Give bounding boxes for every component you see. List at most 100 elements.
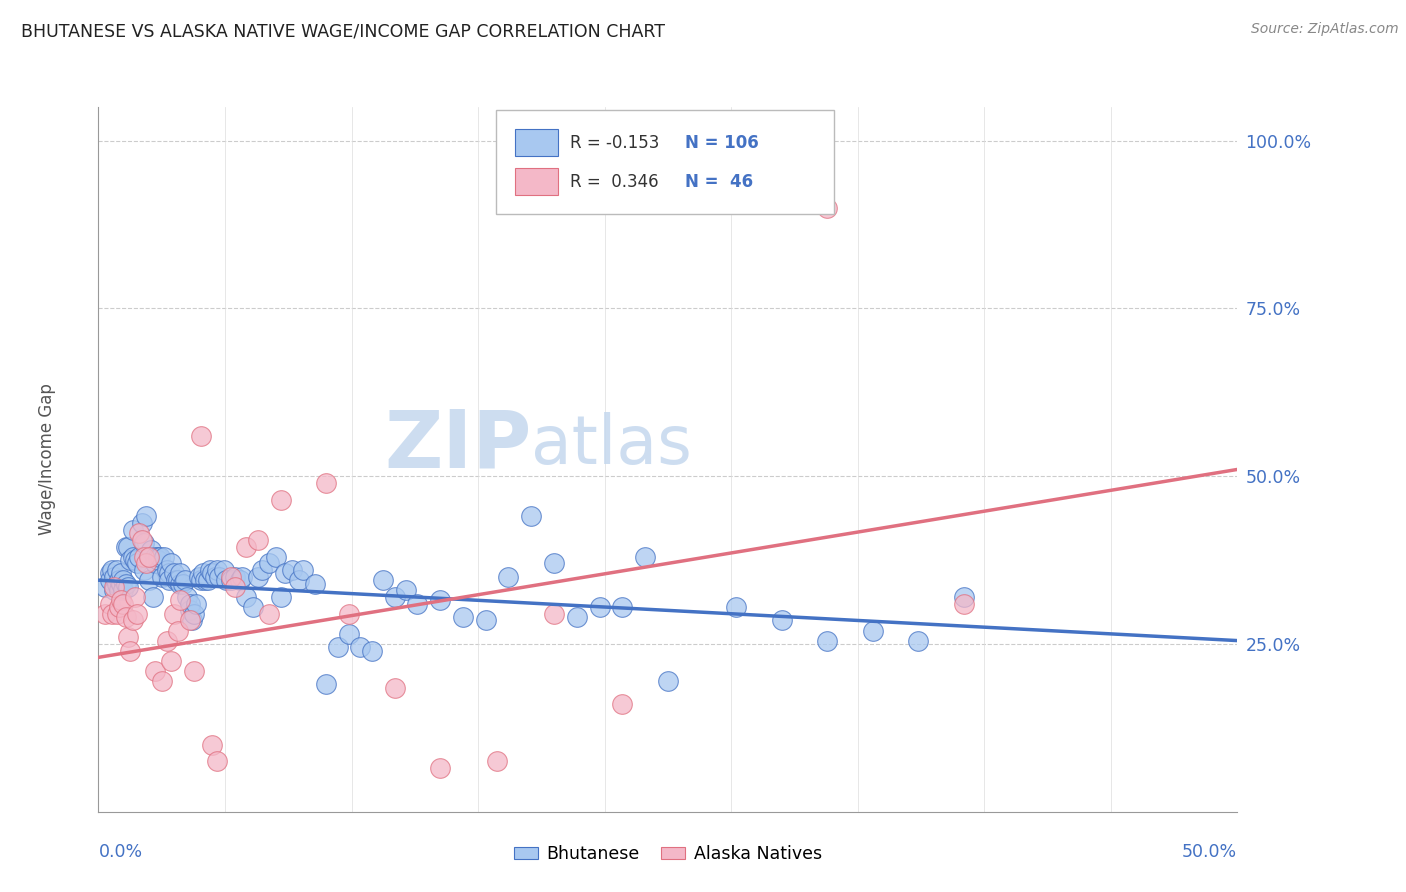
Point <box>190 429 212 443</box>
Text: Wage/Income Gap: Wage/Income Gap <box>38 384 56 535</box>
Point <box>121 614 143 628</box>
Point <box>160 557 183 571</box>
Point <box>190 573 212 587</box>
Point <box>149 549 172 564</box>
Point <box>219 570 242 584</box>
Point <box>270 590 292 604</box>
Point <box>157 566 180 581</box>
Point <box>451 610 474 624</box>
Point <box>110 576 132 591</box>
Point <box>114 610 136 624</box>
Point <box>142 590 165 604</box>
Point <box>520 509 543 524</box>
Point <box>169 593 191 607</box>
Point <box>112 573 135 587</box>
Point <box>588 600 610 615</box>
Point <box>543 557 565 571</box>
Point <box>108 600 131 615</box>
Point <box>103 583 125 598</box>
Point <box>127 557 149 571</box>
Point <box>205 755 228 769</box>
Point <box>198 563 221 577</box>
Text: 0.0%: 0.0% <box>98 844 142 862</box>
Point <box>120 643 142 657</box>
Text: atlas: atlas <box>531 412 692 478</box>
Point <box>612 698 634 712</box>
Point <box>315 475 337 490</box>
Text: R =  0.346: R = 0.346 <box>571 173 659 191</box>
Point <box>135 509 157 524</box>
Point <box>953 590 976 604</box>
Point <box>406 597 429 611</box>
Point <box>205 563 228 577</box>
Point <box>103 570 125 584</box>
Point <box>132 563 155 577</box>
Point <box>246 570 269 584</box>
Point <box>224 580 246 594</box>
Point <box>204 570 226 584</box>
Point <box>179 597 201 611</box>
Point <box>114 576 136 591</box>
Point <box>194 573 217 587</box>
Point <box>167 573 190 587</box>
Point <box>219 573 242 587</box>
Point <box>114 540 136 554</box>
Point <box>139 543 162 558</box>
Point <box>117 630 139 644</box>
Point <box>105 607 128 621</box>
Point <box>124 590 146 604</box>
Point <box>274 566 297 581</box>
Point <box>242 600 264 615</box>
Point <box>304 576 326 591</box>
Legend: Bhutanese, Alaska Natives: Bhutanese, Alaska Natives <box>506 838 830 870</box>
Point <box>770 614 793 628</box>
Point <box>138 573 160 587</box>
Point <box>498 570 520 584</box>
Text: ZIP: ZIP <box>384 406 531 484</box>
Point <box>110 566 132 581</box>
Point <box>197 573 219 587</box>
Point <box>105 563 128 577</box>
Point <box>162 607 184 621</box>
Point <box>156 633 179 648</box>
Point <box>124 553 146 567</box>
Point <box>131 533 153 547</box>
Point <box>429 761 451 775</box>
Point <box>132 536 155 550</box>
Point <box>105 576 128 591</box>
Point <box>153 549 176 564</box>
Point <box>337 627 360 641</box>
Point <box>208 570 231 584</box>
Point <box>156 563 179 577</box>
Point <box>486 755 509 769</box>
Point <box>138 549 160 564</box>
Point <box>132 549 155 564</box>
Point <box>815 633 838 648</box>
Point <box>145 549 167 564</box>
Point <box>165 573 187 587</box>
Point <box>179 614 201 628</box>
Point <box>98 573 121 587</box>
Point <box>128 549 150 564</box>
Point <box>543 607 565 621</box>
Point <box>135 557 157 571</box>
Text: BHUTANESE VS ALASKA NATIVE WAGE/INCOME GAP CORRELATION CHART: BHUTANESE VS ALASKA NATIVE WAGE/INCOME G… <box>21 22 665 40</box>
Point <box>94 607 117 621</box>
Point <box>112 583 135 598</box>
Point <box>193 566 215 581</box>
Point <box>201 566 224 581</box>
Point <box>212 563 235 577</box>
Point <box>131 516 153 530</box>
Text: R = -0.153: R = -0.153 <box>571 134 659 152</box>
Point <box>235 540 257 554</box>
Point <box>183 664 205 678</box>
Point <box>157 573 180 587</box>
Point <box>101 563 124 577</box>
Point <box>395 583 418 598</box>
Point <box>953 597 976 611</box>
Point <box>160 654 183 668</box>
Point <box>101 607 124 621</box>
Point <box>228 573 250 587</box>
Point <box>224 570 246 584</box>
Point <box>108 583 131 598</box>
